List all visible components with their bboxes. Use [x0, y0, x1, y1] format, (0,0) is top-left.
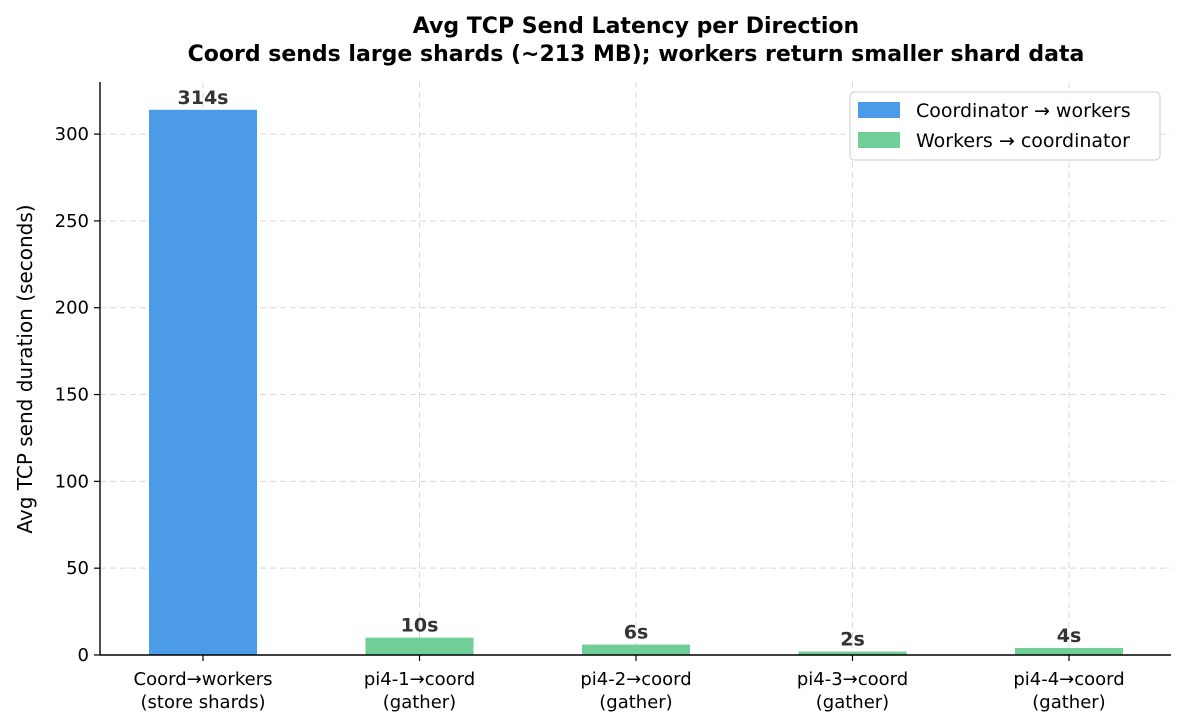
y-tick-label: 50 [66, 558, 89, 579]
bar [582, 644, 690, 655]
bar [149, 109, 257, 656]
x-tick-label: (gather) [383, 692, 456, 713]
x-tick-label: (gather) [1032, 692, 1105, 713]
bar [798, 651, 907, 655]
x-tick-label: pi4-1→coord [364, 669, 475, 690]
bar-value-label: 10s [401, 615, 439, 637]
legend-swatch [858, 132, 900, 148]
legend-swatch [858, 102, 900, 118]
y-tick-label: 300 [55, 124, 89, 145]
x-tick-label: pi4-2→coord [580, 669, 691, 690]
bar-value-label: 314s [178, 87, 229, 109]
x-tick-label: Coord→workers [134, 669, 273, 690]
legend-box [849, 91, 1161, 161]
grid-lines [100, 82, 1171, 656]
chart-title: Avg TCP Send Latency per Direction [413, 14, 859, 39]
bar [365, 637, 474, 655]
chart-subtitle: Coord sends large shards (~213 MB); work… [188, 42, 1085, 67]
y-tick-label: 0 [78, 645, 89, 666]
x-tick-label: pi4-4→coord [1013, 669, 1124, 690]
x-tick-label: (gather) [599, 692, 672, 713]
bar-value-label: 4s [1057, 625, 1082, 647]
bar [1015, 648, 1123, 655]
y-tick-label: 150 [55, 385, 89, 406]
bar-value-label: 6s [624, 622, 649, 644]
x-tick-label: (gather) [816, 692, 889, 713]
bars: 314s 10s 6s 2s 4s [149, 87, 1123, 656]
bar-value-label: 2s [840, 629, 865, 651]
y-tick-label: 100 [55, 471, 89, 492]
legend-label: Coordinator → workers [916, 100, 1131, 122]
y-axis-label: Avg TCP send duration (seconds) [13, 204, 37, 533]
y-tick-label: 250 [55, 211, 89, 232]
x-tick-label: pi4-3→coord [797, 669, 908, 690]
y-tick-label: 200 [55, 298, 89, 319]
legend: Coordinator → workers Workers → coordinat… [849, 91, 1161, 161]
x-tick-label: (store shards) [141, 692, 266, 713]
axes: 0 50 100 150 200 250 300 Coord→workers(store sh… [55, 82, 1171, 713]
legend-label: Workers → coordinator [916, 130, 1130, 152]
